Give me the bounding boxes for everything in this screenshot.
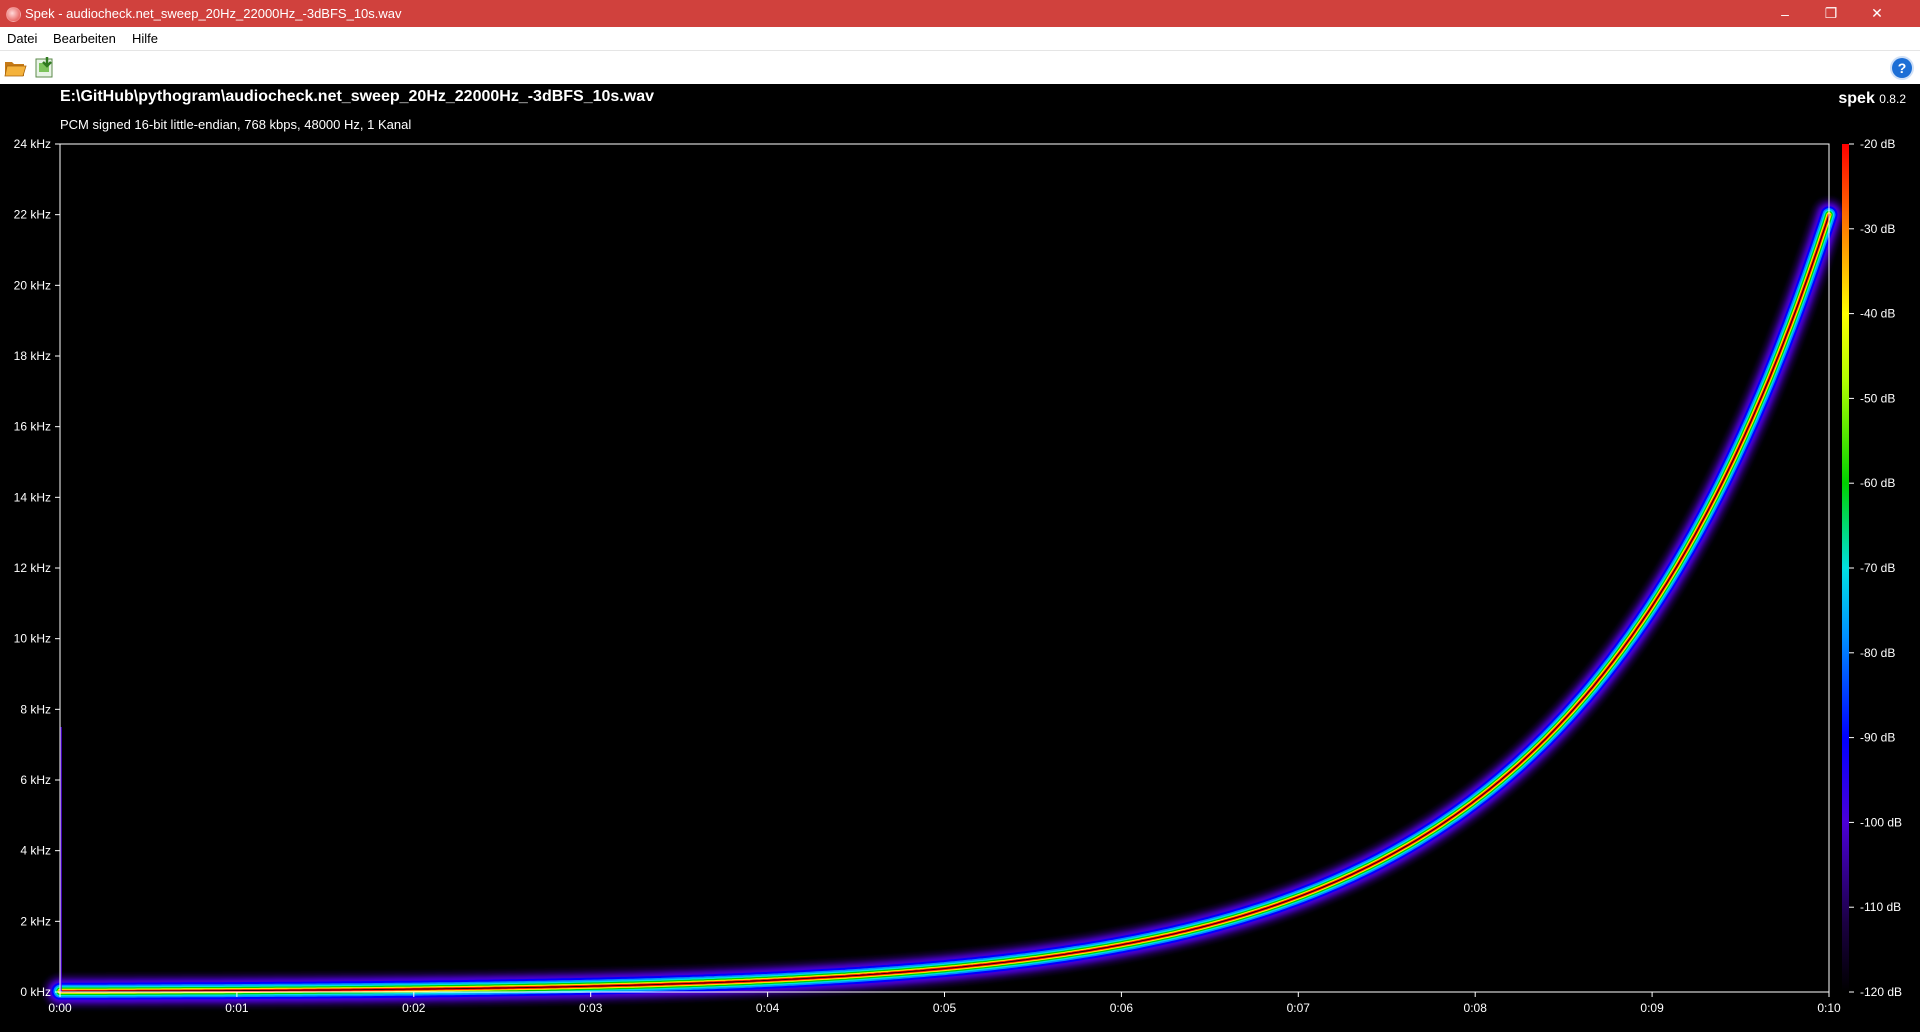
folder-open-icon[interactable]	[3, 56, 27, 80]
window-title: Spek - audiocheck.net_sweep_20Hz_22000Hz…	[25, 6, 402, 21]
y-axis: 0 kHz 2 kHz 4 kHz 6 kHz 8 kHz 10 kHz 12 kHz 14 …	[14, 137, 60, 999]
menu-datei[interactable]: Datei	[7, 31, 38, 46]
title-bar: Spek - audiocheck.net_sweep_20Hz_22000Hz…	[0, 0, 1920, 27]
y-tick-label: 4 kHz	[20, 844, 51, 858]
colorbar-tick-label: -80 dB	[1860, 646, 1895, 660]
save-image-icon[interactable]	[33, 56, 57, 80]
y-tick-label: 14 kHz	[14, 490, 51, 504]
spectrogram-view: E:\GitHub\pythogram\audiocheck.net_sweep…	[0, 84, 1920, 1032]
sweep-trace	[43, 197, 1846, 1009]
x-tick-label: 0:06	[1110, 1001, 1134, 1015]
x-tick-label: 0:09	[1640, 1001, 1664, 1015]
menu-bearbeiten[interactable]: Bearbeiten	[53, 31, 116, 46]
colorbar-tick-label: -40 dB	[1860, 307, 1895, 321]
x-tick-label: 0:08	[1464, 1001, 1488, 1015]
file-info: PCM signed 16-bit little-endian, 768 kbp…	[60, 117, 412, 132]
x-tick-label: 0:04	[756, 1001, 780, 1015]
colorbar-tick-label: -90 dB	[1860, 731, 1895, 745]
y-tick-label: 0 kHz	[20, 985, 51, 999]
x-tick-label: 0:10	[1817, 1001, 1841, 1015]
y-tick-label: 18 kHz	[14, 349, 51, 363]
plot-area	[60, 144, 1829, 992]
x-tick-label: 0:03	[579, 1001, 603, 1015]
colorbar-axis: -20 dB -30 dB -40 dB -50 dB -60 dB -70 dB -80 …	[1849, 137, 1902, 999]
y-tick-label: 22 kHz	[14, 208, 51, 222]
x-tick-label: 0:00	[48, 1001, 72, 1015]
maximize-button[interactable]: ❐	[1824, 5, 1838, 21]
menu-hilfe[interactable]: Hilfe	[132, 31, 159, 46]
y-tick-label: 12 kHz	[14, 561, 51, 575]
spek-app-icon	[6, 7, 21, 22]
spectrogram-chart: 0:00 0:01 0:02 0:03 0:04 0:05 0:06 0:07 0:08 0:09…	[14, 137, 1902, 1015]
colorbar-tick-label: -100 dB	[1860, 815, 1902, 829]
colorbar-tick-label: -120 dB	[1860, 985, 1902, 999]
help-icon[interactable]: ?	[1892, 58, 1912, 78]
x-tick-label: 0:05	[933, 1001, 957, 1015]
y-tick-label: 10 kHz	[14, 632, 51, 646]
x-tick-label: 0:07	[1287, 1001, 1311, 1015]
colorbar-tick-label: -50 dB	[1860, 391, 1895, 405]
y-tick-label: 8 kHz	[20, 702, 51, 716]
colorbar-tick-label: -20 dB	[1860, 137, 1895, 151]
y-tick-label: 2 kHz	[20, 914, 51, 928]
y-tick-label: 6 kHz	[20, 773, 51, 787]
colorbar-tick-label: -110 dB	[1860, 900, 1901, 914]
y-tick-label: 20 kHz	[14, 278, 51, 292]
colorbar-tick-label: -60 dB	[1860, 476, 1895, 490]
y-tick-label: 16 kHz	[14, 420, 51, 434]
toolbar: ?	[0, 51, 1920, 85]
colorbar-tick-label: -30 dB	[1860, 222, 1895, 236]
colorbar-tick-label: -70 dB	[1860, 561, 1895, 575]
y-tick-label: 24 kHz	[14, 137, 51, 151]
minimize-button[interactable]: –	[1781, 5, 1789, 22]
x-axis: 0:00 0:01 0:02 0:03 0:04 0:05 0:06 0:07 0:08 0:09…	[48, 992, 1841, 1015]
app-version: 0.8.2	[1879, 92, 1906, 106]
app-brand: spek 0.8.2	[1838, 90, 1906, 108]
x-tick-label: 0:02	[402, 1001, 426, 1015]
colorbar	[1842, 144, 1849, 992]
menu-bar: Datei Bearbeiten Hilfe	[0, 27, 1920, 51]
close-button[interactable]: ✕	[1871, 5, 1883, 21]
file-path: E:\GitHub\pythogram\audiocheck.net_sweep…	[60, 88, 654, 105]
app-name: spek	[1838, 90, 1875, 107]
sweep-band	[59, 214, 1830, 992]
x-tick-label: 0:01	[225, 1001, 249, 1015]
